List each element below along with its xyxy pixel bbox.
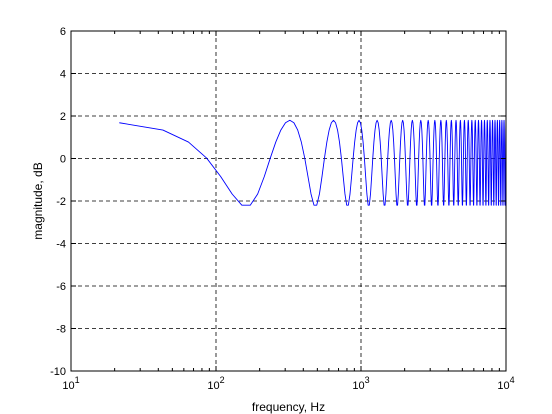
y-tick-label: 6 (60, 26, 66, 38)
x-tick-label-base: 10 (352, 380, 364, 392)
grid (71, 31, 506, 371)
y-tick-label: -6 (56, 281, 66, 293)
x-tick-label-exponent: 1 (75, 375, 80, 385)
ticks (70, 30, 507, 372)
y-tick-label: -4 (56, 239, 66, 251)
x-tick-label: 104 (497, 375, 514, 392)
y-tick-label: 2 (60, 111, 66, 123)
y-tick-label: 4 (60, 69, 66, 81)
x-tick-label: 103 (352, 375, 369, 392)
y-axis-label: magnitude, dB (31, 162, 45, 239)
x-tick-label-base: 10 (62, 380, 74, 392)
x-tick-label: 102 (207, 375, 224, 392)
x-axis-label: frequency, Hz (252, 400, 325, 414)
y-tick-label: -10 (50, 366, 66, 378)
x-tick-label: 101 (62, 375, 79, 392)
series-layer (119, 119, 507, 206)
x-tick-label-exponent: 2 (220, 375, 225, 385)
y-tick-label: -8 (56, 324, 66, 336)
y-tick-label: -2 (56, 196, 66, 208)
x-tick-label-base: 10 (207, 380, 219, 392)
magnitude-series-line (119, 119, 507, 206)
y-tick-label: 0 (60, 154, 66, 166)
x-tick-label-base: 10 (497, 380, 509, 392)
x-tick-label-exponent: 4 (510, 375, 515, 385)
x-tick-label-exponent: 3 (365, 375, 370, 385)
